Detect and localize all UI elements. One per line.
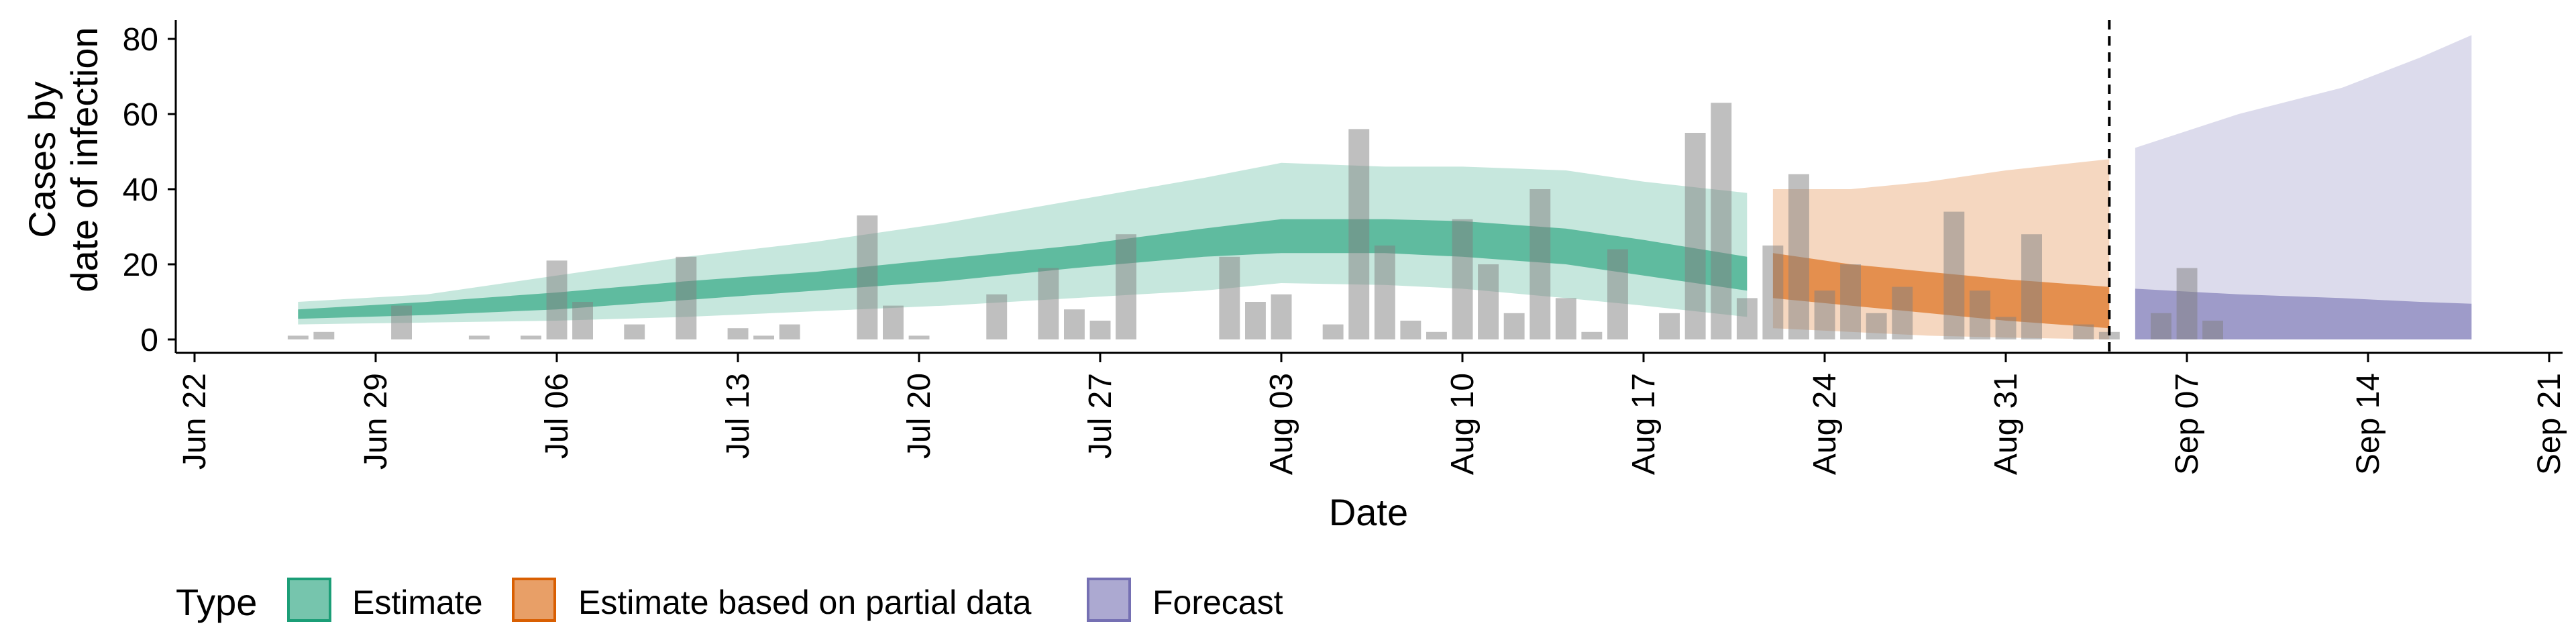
case-bar: [779, 324, 800, 339]
case-bar: [1659, 313, 1680, 339]
case-bar: [1503, 313, 1525, 339]
x-tick-label: Sep 14: [2351, 373, 2386, 475]
y-tick-label: 40: [123, 172, 158, 208]
x-tick-label: Jun 29: [358, 373, 394, 470]
axes: 0 20 40 60 80 Jun 22 Jun 29 Jul 06 Jul 13 Jul 20…: [123, 20, 2567, 475]
band-50-estimate: [298, 219, 1748, 319]
y-tick-label: 20: [123, 248, 158, 283]
case-bar: [1581, 331, 1603, 339]
y-tick-label: 60: [123, 97, 158, 133]
x-tick-label: Aug 03: [1264, 373, 1299, 475]
case-bar: [1064, 309, 1085, 339]
y-axis-title-line2: date of infection: [63, 27, 105, 292]
legend-swatch-forecast: [1087, 578, 1131, 622]
case-bar: [2151, 313, 2171, 339]
case-bar: [2098, 331, 2120, 339]
case-bar: [2021, 234, 2042, 339]
case-bar: [1814, 290, 1835, 339]
legend-swatch-estimate: [287, 578, 331, 622]
case-bar: [1607, 249, 1628, 339]
case-bar: [468, 335, 490, 339]
case-bar: [624, 324, 645, 339]
case-bar: [572, 302, 593, 339]
legend-swatch-partial: [512, 578, 556, 622]
legend-label-forecast: Forecast: [1152, 584, 1283, 621]
case-bar: [908, 335, 930, 339]
case-bar: [1555, 298, 1576, 339]
case-bar: [2073, 324, 2094, 339]
case-bar: [2176, 268, 2198, 339]
case-bar: [1684, 133, 1706, 339]
case-bar: [1995, 317, 2017, 339]
x-tick-label: Aug 31: [1988, 373, 2024, 475]
y-ticks: 0 20 40 60 80: [123, 22, 176, 358]
case-bar: [857, 215, 878, 339]
band-90-forecast: [2135, 35, 2472, 340]
y-tick-label: 80: [123, 22, 158, 58]
case-bar: [1970, 290, 1990, 339]
case-bar: [546, 260, 568, 339]
legend-title: Type: [176, 581, 257, 623]
case-bar: [391, 305, 412, 339]
case-bar: [1322, 324, 1344, 339]
case-bar: [313, 331, 335, 339]
x-tick-label: Aug 10: [1445, 373, 1481, 475]
case-bar: [1788, 174, 1809, 339]
case-bar: [1736, 298, 1758, 339]
x-tick-label: Jun 22: [177, 373, 213, 470]
case-bar: [1348, 129, 1370, 339]
case-bar: [1245, 302, 1266, 339]
case-bar: [1840, 264, 1861, 339]
case-bar: [1762, 246, 1784, 339]
x-tick-label: Jul 27: [1083, 373, 1118, 459]
case-bar: [1374, 246, 1395, 339]
x-tick-label: Jul 20: [902, 373, 937, 459]
x-tick-label: Sep 21: [2532, 373, 2567, 475]
legend: Type Estimate Estimate based on partial …: [176, 578, 1283, 623]
y-axis-title-line1: Cases by: [21, 81, 63, 237]
case-bar: [1116, 234, 1136, 339]
case-bar: [1711, 103, 1732, 339]
case-bar: [521, 335, 541, 339]
case-bar: [1400, 321, 1421, 339]
legend-label-partial: Estimate based on partial data: [578, 584, 1032, 621]
case-bar: [1943, 211, 1965, 339]
y-tick-label: 0: [140, 323, 158, 358]
case-bar: [753, 335, 774, 339]
case-bar: [287, 335, 309, 339]
case-bar: [1866, 313, 1887, 339]
x-axis-title: Date: [1329, 491, 1408, 533]
case-bar: [1452, 219, 1473, 339]
case-bar: [727, 328, 749, 339]
x-tick-label: Jul 06: [539, 373, 575, 459]
legend-label-estimate: Estimate: [352, 584, 483, 621]
case-bar: [2202, 321, 2223, 339]
x-tick-label: Sep 07: [2169, 373, 2205, 475]
case-bar: [1478, 264, 1499, 339]
case-bar: [1038, 268, 1059, 339]
x-ticks: Jun 22 Jun 29 Jul 06 Jul 13 Jul 20 Jul 27 Aug …: [177, 353, 2567, 475]
case-bar: [676, 256, 697, 339]
x-tick-label: Aug 17: [1626, 373, 1662, 475]
case-bar: [1426, 331, 1447, 339]
case-bars: [287, 103, 2223, 339]
case-bar: [1089, 321, 1111, 339]
case-bar: [883, 305, 904, 339]
x-tick-label: Jul 13: [720, 373, 756, 459]
x-tick-label: Aug 24: [1807, 373, 1843, 475]
case-bar: [1892, 286, 1913, 339]
case-bar: [1219, 256, 1240, 339]
case-bar: [1529, 189, 1551, 339]
case-bar: [986, 294, 1008, 339]
case-bar: [1271, 294, 1292, 339]
